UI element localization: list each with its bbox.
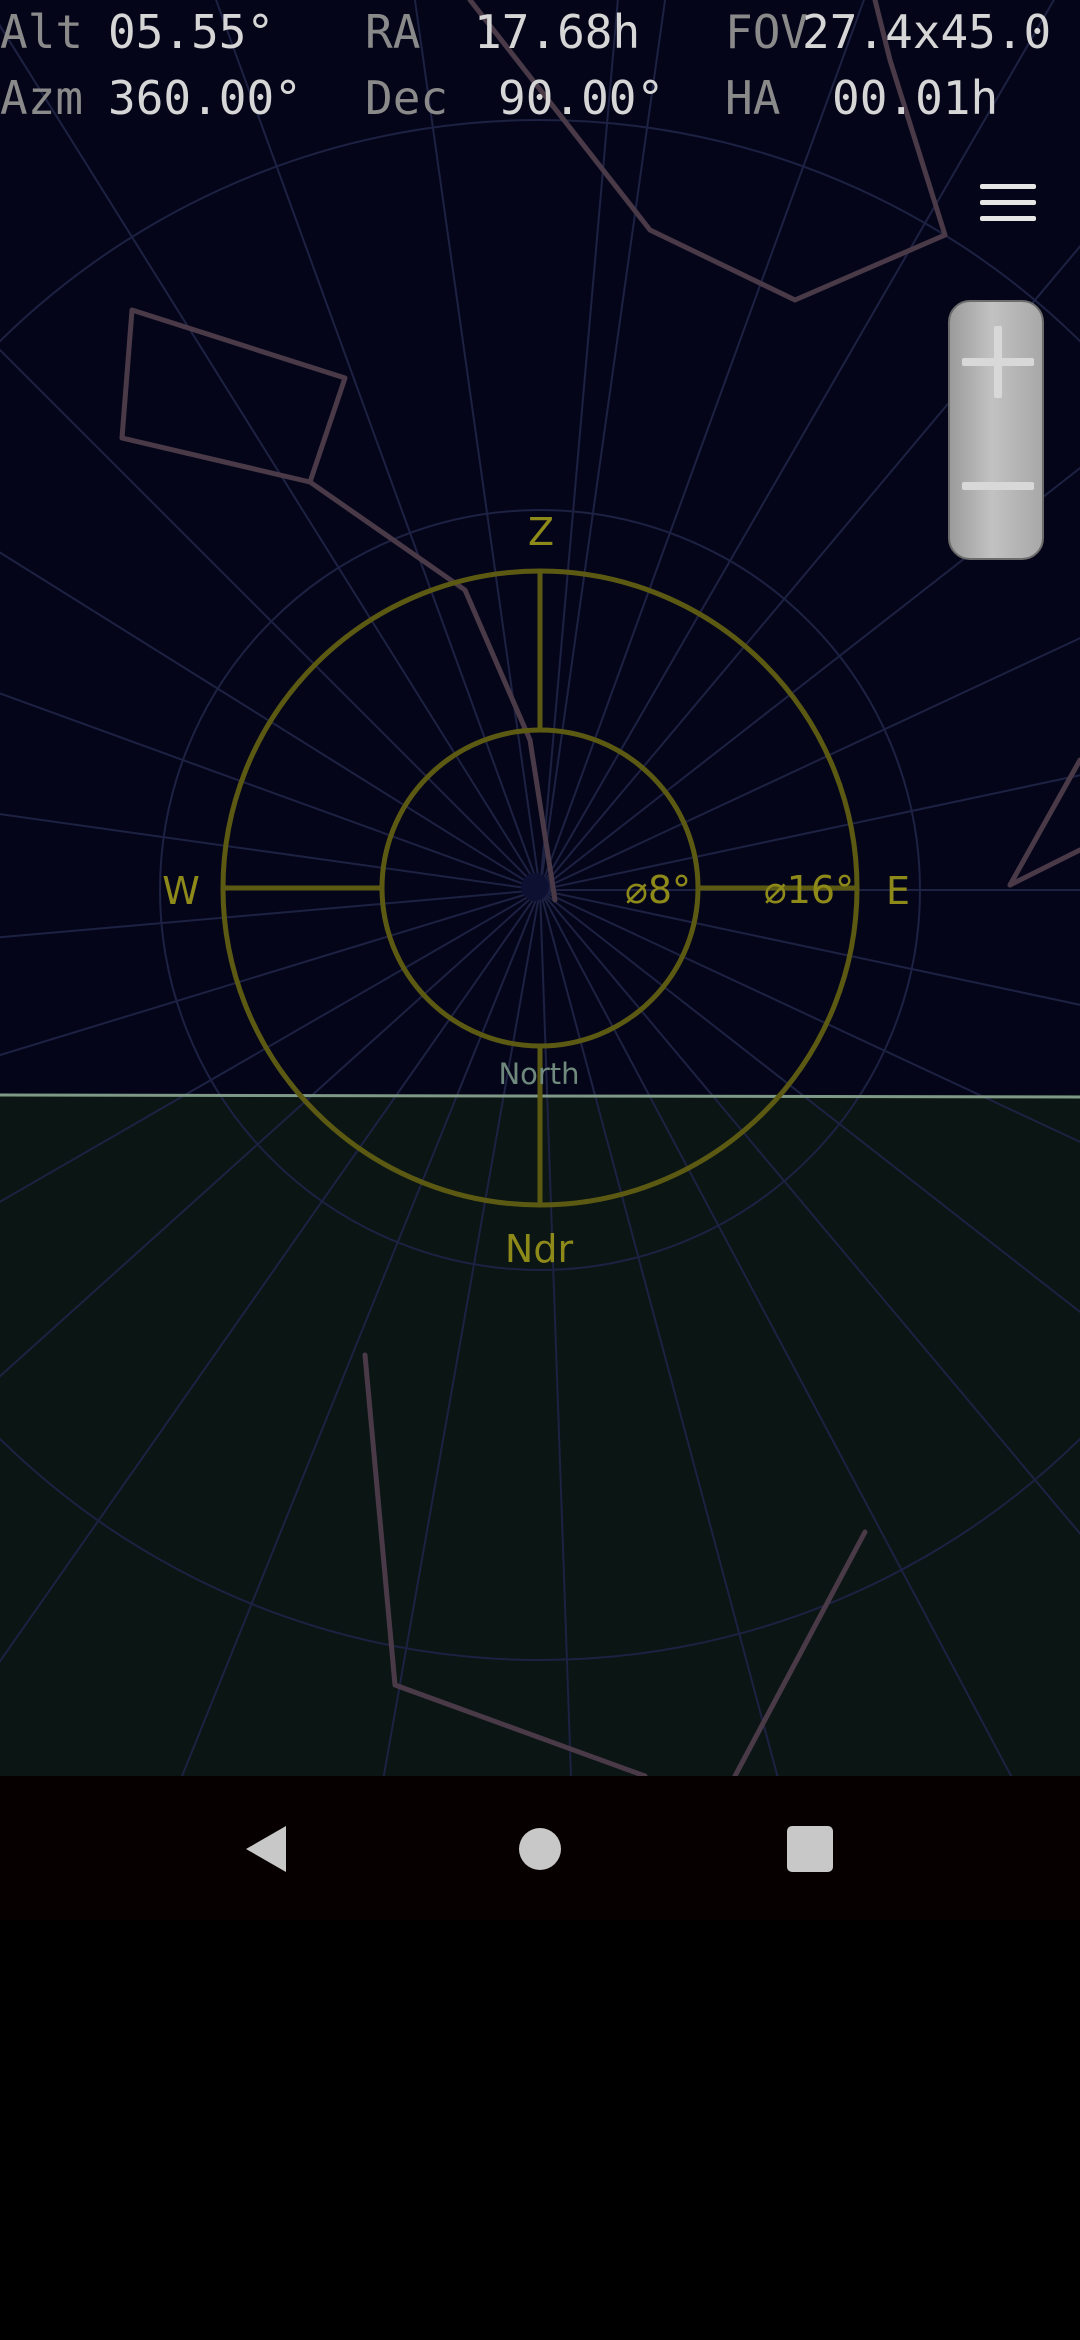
- constellation-line: [307, 479, 558, 903]
- grid-meridian-line: [539, 637, 1080, 891]
- zoom-out-button[interactable]: [950, 432, 1042, 562]
- center-marker: [521, 873, 549, 901]
- grid-meridian-line: [539, 889, 1080, 1143]
- constellation-line: [1007, 757, 1080, 888]
- nadir-label: Ndr: [505, 1227, 574, 1271]
- horizon-direction-label: North: [498, 1057, 579, 1091]
- menu-bar: [980, 200, 1036, 205]
- grid-meridian-line: [539, 889, 1080, 1536]
- grid-meridian-line: [539, 0, 865, 891]
- grid-meridian-line: [413, 0, 541, 891]
- fov-label: FOV: [725, 5, 809, 59]
- ra-value: 17.68h: [474, 5, 641, 59]
- grid-meridian-line: [0, 551, 541, 891]
- empty-screen-area: [0, 1920, 1080, 2340]
- ha-value: 00.01h: [832, 71, 999, 125]
- grid-meridian-line: [539, 889, 779, 1776]
- outer-ring-size-label: ⌀16°: [764, 868, 854, 912]
- menu-bar: [980, 216, 1036, 221]
- grid-meridian-line: [539, 0, 667, 891]
- grid-meridian-line: [0, 692, 541, 891]
- system-navigation-bar: [0, 1776, 1080, 1920]
- grid-meridian-line: [539, 0, 619, 891]
- zenith-label: Z: [528, 510, 554, 554]
- ground-area: [0, 1095, 1080, 1776]
- grid-meridian-line: [539, 466, 1080, 891]
- sky-map-canvas[interactable]: Z Ndr W E ⌀8° ⌀16° North: [0, 0, 1080, 1776]
- grid-meridian-line: [215, 0, 541, 891]
- home-circle-icon[interactable]: [505, 1814, 575, 1884]
- back-triangle-icon[interactable]: [232, 1814, 302, 1884]
- grid-meridian-line: [180, 889, 541, 1776]
- constellation-line: [732, 1529, 868, 1776]
- grid-meridian-line: [539, 889, 572, 1776]
- grid-meridian-line: [0, 348, 541, 891]
- ra-label: RA: [365, 5, 421, 59]
- grid-meridian-line: [0, 889, 541, 939]
- grid-meridian-line: [539, 774, 1080, 891]
- recents-square-icon[interactable]: [775, 1814, 845, 1884]
- grid-meridian-line: [0, 23, 541, 891]
- ha-label: HA: [725, 71, 781, 125]
- west-label: W: [162, 869, 200, 913]
- grid-meridian-line: [539, 0, 1056, 891]
- dec-value: 90.00°: [498, 71, 665, 125]
- grid-meridian-line: [0, 813, 541, 891]
- grid-meridian-line: [0, 889, 541, 1203]
- grid-meridian-line: [0, 889, 541, 1378]
- azm-label: Azm: [0, 71, 84, 125]
- alt-label: Alt: [0, 5, 84, 59]
- plus-icon-vertical: [994, 326, 1002, 398]
- reticle: [220, 568, 860, 1208]
- azm-value: 360.00°: [108, 71, 302, 125]
- inner-ring-size-label: ⌀8°: [625, 868, 691, 912]
- constellation-line: [467, 0, 948, 303]
- grid-meridian-line: [382, 889, 541, 1776]
- menu-bar: [980, 184, 1036, 189]
- minus-icon: [962, 482, 1034, 490]
- grid-meridian-line: [539, 889, 1080, 1006]
- alt-value: 05.55°: [108, 5, 275, 59]
- fov-value: 27.4x45.0: [802, 5, 1052, 59]
- grid-meridian-line: [0, 889, 541, 1663]
- constellation-line: [362, 1352, 648, 1776]
- grid-meridian-line: [539, 889, 1080, 1314]
- constellation-line: [1007, 847, 1080, 888]
- hamburger-menu-icon[interactable]: [968, 168, 1048, 238]
- zoom-in-button[interactable]: [950, 302, 1042, 432]
- grid-meridian-line: [0, 889, 541, 1057]
- altitude-circle: [0, 119, 1080, 1661]
- constellation-lines: [119, 0, 1080, 1776]
- zoom-control: [948, 300, 1044, 560]
- dec-label: Dec: [365, 71, 449, 125]
- east-label: E: [886, 869, 910, 913]
